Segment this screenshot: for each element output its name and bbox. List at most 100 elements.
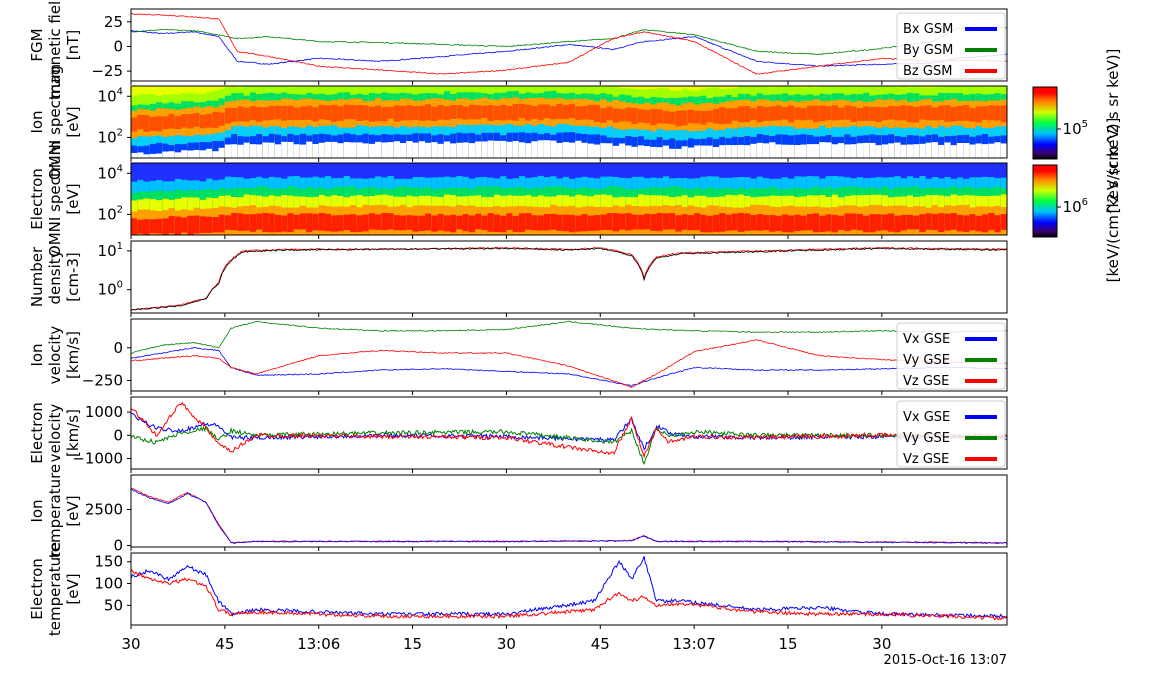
ele_spec-cell (543, 214, 551, 235)
ion_spec-cell (719, 145, 727, 158)
ele_spec-cell (256, 229, 263, 235)
ion_spec-cell (187, 150, 195, 158)
ele_spec-cell (806, 230, 814, 235)
ele_spec-cell (256, 213, 263, 235)
ion_spec-cell (543, 140, 551, 158)
ele_spec-cell (925, 213, 933, 235)
ele_spec-cell (913, 229, 920, 235)
ion_spec-cell (944, 142, 952, 158)
ion_spec-cell (825, 142, 833, 158)
ele_spec-cell (350, 232, 357, 235)
ele_spec-cell (412, 223, 420, 235)
ele_spec-cell (525, 213, 533, 235)
ele_spec-ylabel-line: OMNI spectrum (46, 141, 64, 257)
ele_spec-cell (281, 231, 289, 235)
ele_spec-cell (650, 214, 658, 235)
ele_spec-cell (143, 226, 151, 235)
ion_spec-cell (550, 140, 558, 158)
ion_spec-cell (506, 141, 514, 158)
ion_spec-cell (331, 141, 339, 158)
ele_spec-cell (769, 225, 777, 235)
ion_temp-ytick-label: 2500 (85, 501, 123, 519)
ion_spec-cell (788, 144, 795, 158)
ion_spec-cell (462, 142, 470, 158)
ion_spec-cell (650, 146, 658, 158)
ele_spec-cell (312, 230, 320, 235)
ele_spec-cell (324, 213, 332, 235)
ele_spec-cell (462, 231, 470, 235)
ion_spec-cell (656, 147, 664, 158)
colorbar-ion_spec (1032, 86, 1058, 160)
fgm-frame (130, 8, 1008, 82)
ion_spec-cell (856, 143, 864, 158)
ion_spec-ytick-label: 104 (98, 86, 123, 105)
ele_spec-cell (919, 225, 927, 235)
ion_vel-legend-label: Vx GSE (903, 332, 950, 347)
ele_spec-cell (287, 225, 295, 235)
ele_spec-cell (894, 232, 902, 235)
ele_spec-cell (581, 231, 589, 235)
ele_spec-cell (888, 231, 895, 235)
ele_spec-cell (794, 225, 802, 235)
ele_spec-cell (662, 229, 670, 235)
ion_spec-cell (137, 152, 145, 158)
ele_spec-cell (969, 214, 977, 235)
ele_spec-cell (744, 225, 752, 235)
ele_spec-cell (637, 229, 645, 235)
ele_spec-cell (375, 224, 382, 235)
ele_spec-cell (706, 232, 714, 235)
ele_spec-cell (681, 223, 689, 235)
ele_spec-cell (381, 212, 389, 235)
ele_spec-cell (737, 212, 745, 235)
ion_spec-cell (168, 151, 176, 158)
ele_spec-cell (631, 229, 639, 235)
ion_spec-cell (800, 144, 808, 158)
ion_spec-cell (813, 144, 820, 158)
ele_spec-cell (174, 216, 182, 235)
ele_spec-cell (775, 224, 783, 235)
ele_spec-cell (356, 225, 364, 235)
ion_spec-cell (287, 141, 295, 158)
panel-ion_spec: 104 102 Ion OMNI spectrum [eV] (28, 64, 1008, 180)
ele_spec-cell (631, 214, 639, 235)
ele_spec-cell (800, 230, 808, 235)
ion_spec-cell (149, 153, 157, 158)
fgm-series-1 (130, 26, 1008, 56)
ion_spec-cell (1000, 143, 1007, 158)
ion_spec-cell (619, 143, 626, 158)
ele_spec-cell (193, 215, 201, 235)
ele_spec-cell (493, 214, 501, 235)
ion_spec-cell (187, 142, 195, 158)
ion_spec-ylabel-line: OMNI spectrum (46, 64, 64, 180)
ele_temp-ytick-label: 50 (104, 596, 123, 614)
ion_spec-cell (575, 140, 583, 158)
fgm-ylabel-line: magnetic field (46, 0, 64, 99)
ele_spec-cell (806, 224, 814, 235)
ele_spec-cell (387, 229, 395, 235)
ele_spec-cell (425, 224, 432, 235)
ele_spec-cell (669, 229, 676, 235)
ion_spec-cell (612, 145, 620, 158)
time-axis: 30 45 13:06 15 30 45 13:07 15 30 (121, 635, 891, 653)
ele_spec-cell (981, 214, 989, 235)
ele_spec-cell (431, 225, 439, 235)
ele_spec-cell (456, 229, 464, 235)
ele_spec-cell (287, 232, 295, 235)
ele_spec-cell (437, 230, 445, 235)
ion_spec-cell (418, 141, 426, 158)
ele_vel-series-0 (130, 412, 1008, 451)
ele_spec-cell (400, 230, 407, 235)
ele_spec-cell (218, 232, 226, 235)
ele_spec-cell (1000, 229, 1007, 235)
ion_spec-cell (212, 151, 220, 158)
ele_spec-cell (831, 232, 839, 235)
density-ytick-label: 101 (98, 241, 123, 260)
ion_spec-cell (806, 144, 814, 158)
ele_spec-cell (762, 215, 770, 235)
ele_vel-series-2 (130, 401, 1008, 459)
ele_spec-cell (312, 213, 320, 235)
ion_spec-cell (869, 142, 877, 158)
ele_spec-cell (181, 232, 188, 235)
ele_spec-cell (794, 214, 802, 235)
ele_spec-cell (994, 232, 1002, 235)
